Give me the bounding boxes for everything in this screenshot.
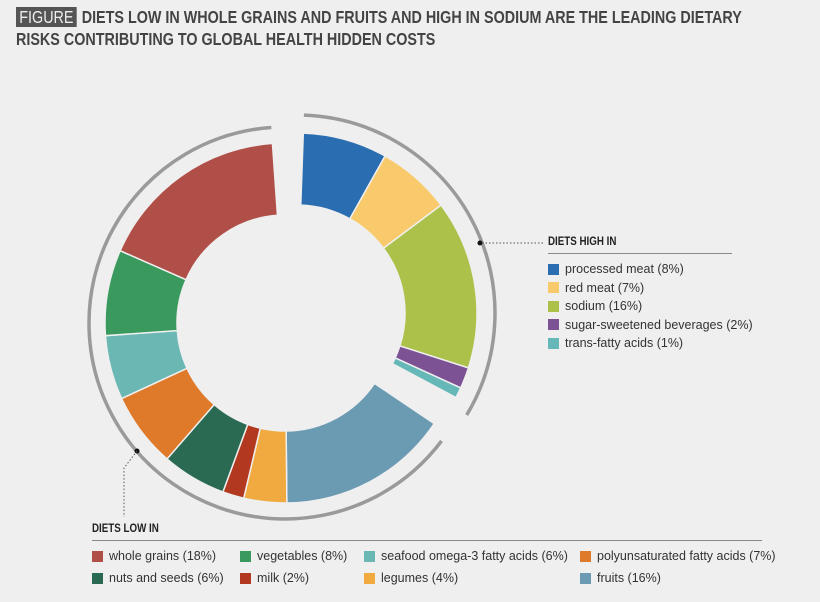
legend-swatch <box>92 572 103 584</box>
legend-swatch <box>548 263 559 275</box>
legend-label: sugar-sweetened beverages (2%) <box>565 317 753 332</box>
legend-item: processed meat (8%) <box>548 262 684 276</box>
figure-tag: FIGURE <box>16 7 77 27</box>
group-bracket-high <box>303 113 497 416</box>
title-line-2: RISKS CONTRIBUTING TO GLOBAL HEALTH HIDD… <box>16 29 436 49</box>
legend-swatch <box>92 550 103 562</box>
legend-item: fruits (16%) <box>580 571 661 585</box>
legend-swatch <box>240 572 251 584</box>
legend-label: polyunsaturated fatty acids (7%) <box>597 549 776 563</box>
slice-fruits <box>285 382 436 504</box>
legend-swatch <box>580 550 591 562</box>
legend-swatch <box>364 550 375 562</box>
legend-label: red meat (7%) <box>565 280 645 295</box>
legend-swatch <box>548 337 559 349</box>
title-line-1: DIETS LOW IN WHOLE GRAINS AND FRUITS AND… <box>81 7 742 27</box>
legend-high-title: DIETS HIGH IN <box>548 236 617 248</box>
legend-label: legumes (4%) <box>381 571 459 585</box>
legend-label: nuts and seeds (6%) <box>109 571 224 585</box>
legend-item: sugar-sweetened beverages (2%) <box>548 318 753 332</box>
legend-item: milk (2%) <box>240 571 309 585</box>
legend-item: red meat (7%) <box>548 281 644 295</box>
legend-item: sodium (16%) <box>548 299 642 313</box>
legend-item: vegetables (8%) <box>240 549 347 563</box>
leader-line-low <box>123 450 138 517</box>
legend-item: whole grains (18%) <box>92 549 216 563</box>
legend-item: trans-fatty acids (1%) <box>548 336 683 350</box>
group-bracket-low <box>87 125 443 521</box>
legend-label: seafood omega-3 fatty acids (6%) <box>381 549 568 563</box>
legend-low: DIETS LOW IN <box>92 523 762 541</box>
slice-trans-fatty-acids <box>391 356 462 399</box>
legend-label: processed meat (8%) <box>565 262 684 276</box>
legend-label: trans-fatty acids (1%) <box>565 336 684 350</box>
legend-swatch <box>240 550 251 562</box>
leader-dot-high <box>477 240 483 246</box>
slice-whole-grains <box>119 142 279 281</box>
legend-item: seafood omega-3 fatty acids (6%) <box>364 549 568 563</box>
legend-item: nuts and seeds (6%) <box>92 571 224 585</box>
legend-swatch <box>364 572 375 584</box>
legend-swatch <box>548 319 559 330</box>
legend-label: vegetables (8%) <box>257 549 348 563</box>
figure-title: FIGURE DIETS LOW IN WHOLE GRAINS AND FRUI… <box>16 6 754 50</box>
legend-low-title: DIETS LOW IN <box>92 523 159 535</box>
legend-item: legumes (4%) <box>364 571 458 585</box>
legend-swatch <box>548 300 559 312</box>
legend-label: whole grains (18%) <box>109 549 216 563</box>
legend-label: sodium (16%) <box>565 299 643 313</box>
legend-low-rule <box>92 540 762 541</box>
legend-label: fruits (16%) <box>597 571 661 585</box>
legend-high: DIETS HIGH IN <box>548 236 732 254</box>
legend-label: milk (2%) <box>257 571 310 585</box>
legend-swatch <box>580 572 591 584</box>
legend-item: polyunsaturated fatty acids (7%) <box>580 549 776 563</box>
legend-high-rule <box>548 253 732 254</box>
legend-swatch <box>548 282 559 293</box>
